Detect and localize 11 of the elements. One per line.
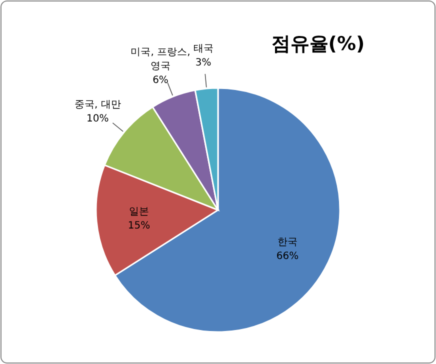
data-label: 10% xyxy=(86,113,109,124)
chart-title: 점유율(%) xyxy=(271,33,365,55)
data-label: 66% xyxy=(276,251,299,262)
slice-label: 한국 xyxy=(277,237,298,248)
data-label: 15% xyxy=(128,220,150,232)
slice-label: 일본 xyxy=(129,206,150,218)
data-label: 3% xyxy=(195,58,212,69)
slice-label: 미국, 프랑스, 영국 xyxy=(130,46,190,72)
data-label: 6% xyxy=(152,74,168,86)
slice-label: 태국 xyxy=(193,44,214,55)
slice-label: 중국, 대만 xyxy=(74,99,121,110)
